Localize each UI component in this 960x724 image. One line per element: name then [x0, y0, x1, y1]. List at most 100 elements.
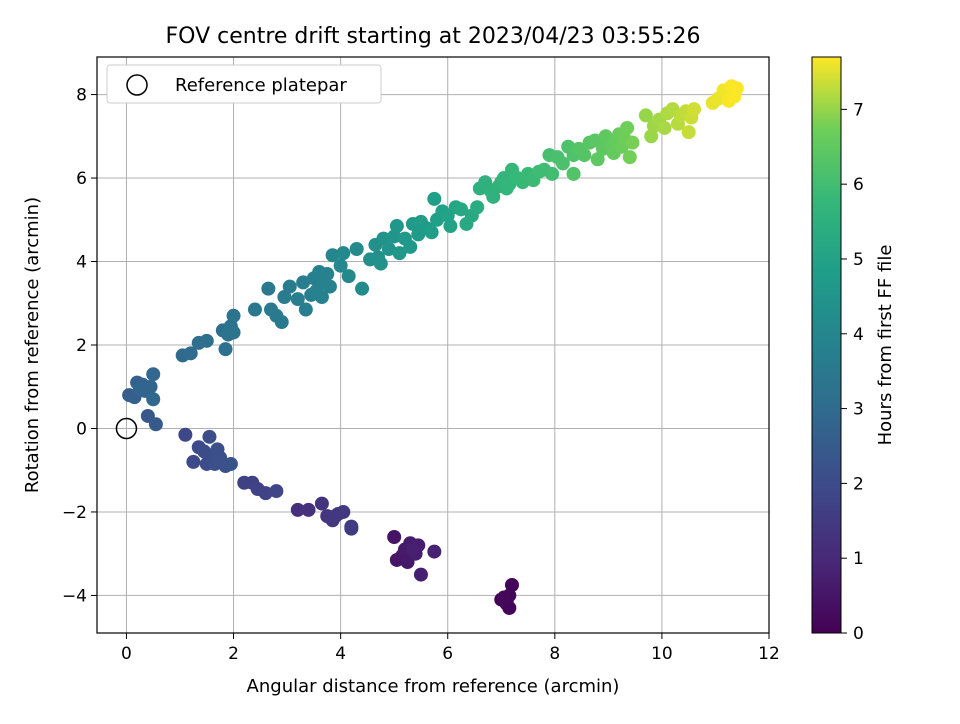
x-tick-label: 6 — [442, 644, 453, 664]
data-point — [470, 200, 485, 215]
colorbar-gradient — [811, 56, 842, 634]
data-point — [590, 152, 605, 167]
data-point — [301, 502, 316, 517]
data-point — [269, 484, 284, 499]
data-point — [146, 367, 161, 382]
y-tick-label: 8 — [76, 86, 87, 106]
x-tick-label: 2 — [228, 644, 239, 664]
data-point — [148, 417, 163, 432]
colorbar-tick-label: 0 — [853, 624, 864, 644]
data-point — [392, 246, 407, 261]
data-point — [226, 308, 241, 323]
y-tick-label: 6 — [76, 169, 87, 189]
data-point — [296, 275, 311, 290]
y-tick-label: 0 — [76, 419, 87, 439]
data-point — [381, 242, 396, 256]
data-point — [186, 454, 201, 469]
data-point — [261, 281, 276, 296]
colorbar-tick-label: 1 — [853, 549, 864, 569]
y-axis-label: Rotation from reference (arcmin) — [22, 197, 43, 493]
data-point — [290, 292, 305, 307]
data-point — [427, 191, 442, 206]
x-axis-label: Angular distance from reference (arcmin) — [247, 676, 620, 697]
data-point — [132, 381, 147, 396]
y-axis-ticks: −4 −2 0 2 4 6 8 — [62, 86, 97, 606]
data-point — [545, 166, 560, 181]
data-point — [333, 258, 348, 273]
data-point — [496, 590, 511, 605]
x-tick-label: 4 — [335, 644, 346, 664]
y-tick-label: −2 — [62, 503, 87, 523]
colorbar-tick-label: 6 — [853, 175, 864, 195]
data-point — [290, 502, 305, 517]
data-point — [443, 219, 458, 234]
x-tick-label: 12 — [758, 644, 780, 664]
data-point — [681, 125, 696, 140]
data-point — [403, 239, 418, 254]
data-point — [143, 379, 158, 394]
data-point — [218, 342, 233, 357]
data-point — [344, 521, 359, 536]
data-point — [454, 202, 469, 217]
data-point — [405, 542, 420, 557]
legend-box — [106, 64, 382, 104]
data-point — [620, 120, 635, 135]
data-point — [373, 256, 388, 271]
data-point — [486, 189, 501, 204]
x-tick-label: 10 — [651, 644, 673, 664]
grid-lines — [97, 57, 770, 633]
data-point — [277, 290, 292, 304]
colorbar: 0 1 2 3 4 5 6 7 Hours from first FF file — [811, 56, 896, 644]
chart-title: FOV centre drift starting at 2023/04/23 … — [166, 24, 701, 49]
data-point — [622, 150, 637, 165]
data-point — [427, 544, 442, 559]
data-point — [282, 279, 297, 294]
data-point — [314, 496, 329, 511]
reference-platepar-marker — [115, 417, 138, 440]
colorbar-ticks: 0 1 2 3 4 5 6 7 — [841, 100, 864, 644]
x-axis-ticks: 0 2 4 6 8 10 12 — [121, 633, 780, 664]
data-point — [413, 567, 428, 582]
data-point — [199, 333, 214, 348]
colorbar-tick-label: 4 — [853, 325, 864, 345]
data-point — [389, 219, 404, 234]
data-point — [298, 302, 313, 317]
data-point — [328, 509, 343, 524]
data-point — [657, 120, 672, 135]
y-tick-label: 4 — [76, 253, 87, 273]
data-point — [336, 246, 351, 261]
x-tick-label: 8 — [549, 644, 560, 664]
data-point — [387, 530, 402, 544]
scatter-points — [122, 79, 744, 615]
data-point — [566, 166, 581, 181]
data-point — [258, 486, 273, 501]
y-tick-label: −4 — [62, 586, 87, 606]
data-point — [320, 267, 335, 282]
data-point — [424, 225, 439, 240]
data-point — [223, 456, 238, 471]
colorbar-tick-label: 3 — [853, 400, 864, 420]
data-point — [555, 156, 570, 171]
data-point — [727, 89, 742, 104]
data-point — [247, 302, 262, 317]
data-point — [376, 231, 391, 246]
colorbar-label: Hours from first FF file — [875, 245, 896, 446]
colorbar-tick-label: 5 — [853, 250, 864, 270]
data-point — [687, 102, 702, 117]
data-point — [355, 281, 370, 296]
data-point — [274, 315, 289, 330]
data-point — [341, 269, 356, 284]
data-point — [202, 429, 217, 444]
data-point — [322, 279, 337, 294]
data-point — [146, 392, 161, 407]
colorbar-tick-label: 7 — [853, 100, 864, 120]
data-point — [183, 346, 198, 361]
legend: Reference platepar — [106, 64, 382, 104]
data-point — [577, 148, 592, 163]
data-point — [314, 290, 329, 304]
legend-label: Reference platepar — [175, 75, 347, 96]
colorbar-tick-label: 2 — [853, 474, 864, 494]
data-point — [325, 248, 340, 263]
data-point — [638, 108, 653, 123]
